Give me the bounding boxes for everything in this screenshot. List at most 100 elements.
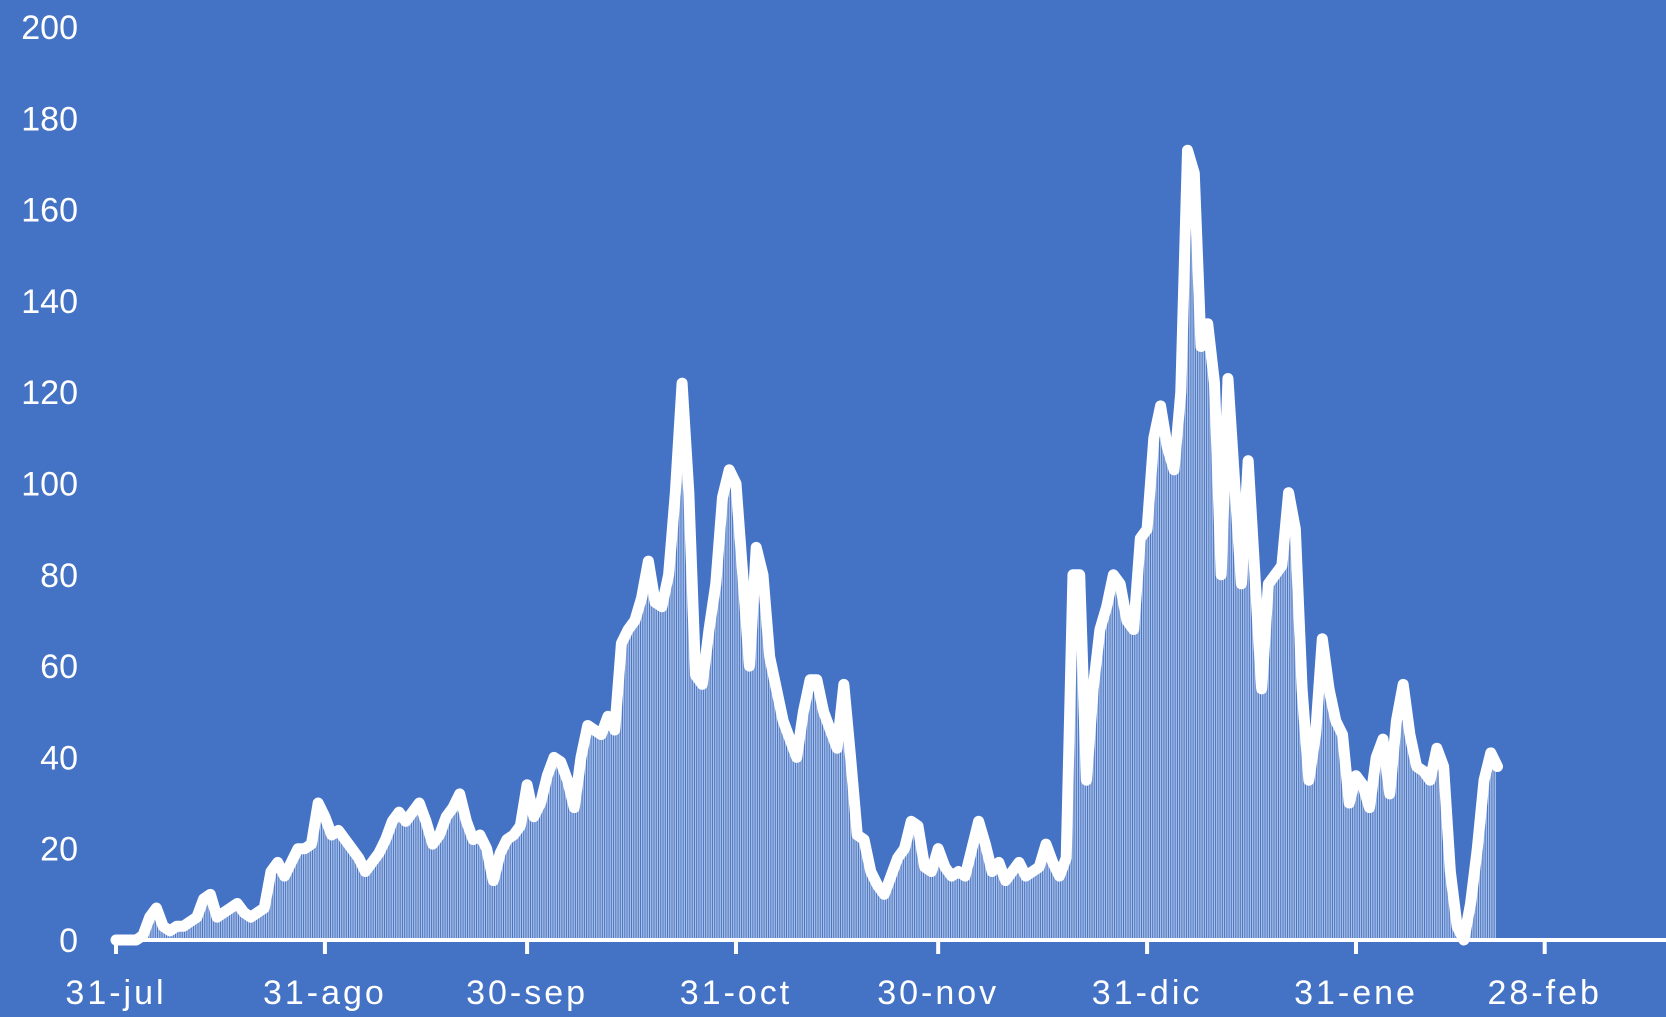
data-point: [1288, 492, 1290, 494]
data-point: [304, 848, 306, 850]
data-point: [405, 820, 407, 822]
data-point: [459, 793, 461, 795]
data-point: [432, 843, 434, 845]
data-point: [593, 729, 595, 731]
data-point: [1335, 720, 1337, 722]
data-point: [270, 871, 272, 873]
series-line: [110, 144, 1504, 946]
data-point: [519, 825, 521, 827]
x-axis-tick-labels: 31-jul 31-ago 30-sep 31-oct 30-nov 31-dic 31-e…: [65, 974, 1601, 1012]
data-point: [445, 816, 447, 818]
data-point: [627, 629, 629, 631]
y-axis-tick-label: 120: [21, 374, 78, 412]
data-point: [398, 811, 400, 813]
data-point: [1395, 720, 1397, 722]
data-point: [1092, 688, 1094, 690]
data-point: [897, 857, 899, 859]
data-point: [930, 871, 932, 873]
data-point: [1106, 606, 1108, 608]
x-axis: [114, 938, 1666, 954]
data-point: [1011, 871, 1013, 873]
data-point: [1476, 848, 1478, 850]
data-point: [937, 848, 939, 850]
data-point: [903, 848, 905, 850]
data-point: [1449, 871, 1451, 873]
data-point: [412, 811, 414, 813]
data-point: [209, 893, 211, 895]
data-point: [762, 574, 764, 576]
data-point: [978, 820, 980, 822]
data-point: [317, 802, 319, 804]
data-point: [364, 871, 366, 873]
data-point: [1079, 574, 1081, 576]
data-point: [277, 861, 279, 863]
data-point: [964, 875, 966, 877]
data-point: [647, 560, 649, 562]
data-point: [823, 711, 825, 713]
x-axis-tick-label: 31-jul: [65, 974, 166, 1012]
y-axis-tick-label: 60: [40, 648, 78, 686]
y-axis-tick-label: 180: [21, 100, 78, 138]
data-point: [1355, 775, 1357, 777]
data-point: [1362, 784, 1364, 786]
data-point: [243, 912, 245, 914]
data-point: [513, 834, 515, 836]
y-axis-tick-label: 160: [21, 192, 78, 230]
data-point: [1490, 752, 1492, 754]
data-point: [1315, 734, 1317, 736]
data-point: [486, 848, 488, 850]
data-point: [1281, 565, 1283, 567]
data-point: [223, 912, 225, 914]
data-point: [1416, 766, 1418, 768]
data-point: [1422, 770, 1424, 772]
data-point: [1301, 688, 1303, 690]
data-point: [155, 907, 157, 909]
data-point: [438, 834, 440, 836]
data-point: [567, 779, 569, 781]
data-point: [533, 816, 535, 818]
y-axis-tick-label: 100: [21, 466, 78, 504]
data-point: [310, 843, 312, 845]
y-axis-tick-label: 200: [21, 9, 78, 47]
data-point: [789, 738, 791, 740]
data-point: [1200, 346, 1202, 348]
series-line-layer: [110, 144, 1504, 946]
data-point: [708, 629, 710, 631]
data-point: [1065, 857, 1067, 859]
data-point: [971, 848, 973, 850]
data-point: [553, 756, 555, 758]
data-point: [1409, 734, 1411, 736]
data-point: [1470, 902, 1472, 904]
data-point: [600, 734, 602, 736]
data-point: [526, 784, 528, 786]
data-point: [715, 583, 717, 585]
data-point: [1133, 629, 1135, 631]
data-point: [1227, 378, 1229, 380]
data-point: [1247, 460, 1249, 462]
data-point: [856, 834, 858, 836]
data-point: [1085, 779, 1087, 781]
data-point: [560, 761, 562, 763]
data-point: [1180, 391, 1182, 393]
data-point: [769, 656, 771, 658]
data-point: [1348, 802, 1350, 804]
data-point: [668, 574, 670, 576]
data-point: [499, 852, 501, 854]
data-point: [775, 688, 777, 690]
data-point: [1267, 583, 1269, 585]
data-point: [634, 619, 636, 621]
data-point: [203, 898, 205, 900]
x-axis-tick-label: 31-dic: [1092, 974, 1203, 1012]
x-axis-tick-label: 28-feb: [1487, 974, 1601, 1012]
data-point: [1099, 629, 1101, 631]
data-point: [162, 925, 164, 927]
data-point: [378, 852, 380, 854]
data-point: [1207, 323, 1209, 325]
data-point: [1058, 875, 1060, 877]
area-fill-hatch: [137, 150, 1496, 940]
data-point: [1294, 528, 1296, 530]
data-point: [1456, 925, 1458, 927]
data-point: [472, 839, 474, 841]
data-point: [1038, 866, 1040, 868]
